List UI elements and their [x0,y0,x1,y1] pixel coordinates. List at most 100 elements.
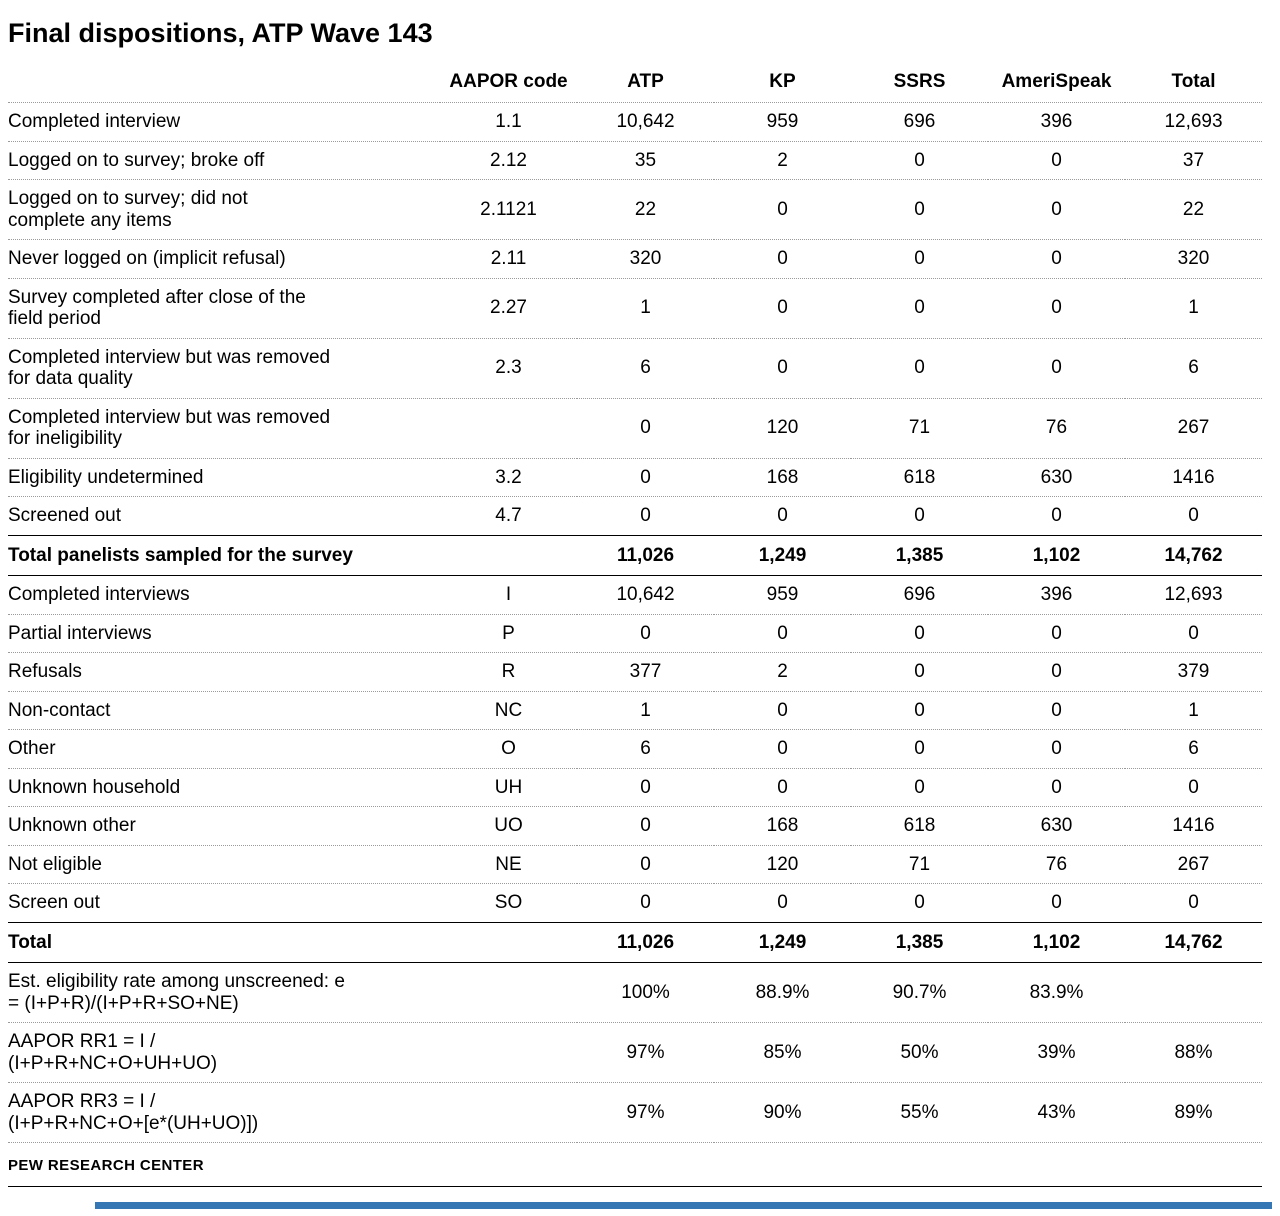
bottom-rule [8,1186,1262,1187]
value-cell: 10,642 [577,575,714,615]
value-cell: 76 [988,398,1125,459]
value-cell: 1 [577,691,714,730]
content-area: Final dispositions, ATP Wave 143 AAPOR c… [8,18,1262,1187]
table-row: Est. eligibility rate among unscreened: … [8,962,1262,1023]
value-cell: 97% [577,1082,714,1143]
table-row: Completed interviews I 10,642 959 696 396 12,6… [8,575,1262,615]
value-cell: 267 [1125,398,1262,459]
aapor-code-cell [440,534,577,576]
value-cell: 0 [714,614,851,653]
row-label: Est. eligibility rate among unscreened: … [8,962,440,1023]
value-cell: 0 [851,338,988,399]
aapor-code-cell: 1.1 [440,102,577,142]
value-cell: 0 [577,458,714,497]
value-cell: 0 [1125,883,1262,923]
table-row: Completed interview but was removed for … [8,398,1262,459]
col-header-kp: KP [714,65,851,103]
source-row: PEW RESEARCH CENTER [8,1143,1262,1186]
value-cell: 0 [988,141,1125,180]
col-header-amerispeak: AmeriSpeak [988,65,1125,103]
value-cell: 0 [851,883,988,923]
table-row: Completed interview 1.1 10,642 959 696 396 12,… [8,102,1262,142]
value-cell: 88.9% [714,962,851,1023]
blue-accent-bar [95,1202,1272,1209]
value-cell: 14,762 [1125,534,1262,576]
row-label: Screened out [8,496,440,536]
value-cell: 0 [714,729,851,769]
row-label: Not eligible [8,845,440,884]
table-row: Partial interviews P 0 0 0 0 0 [8,614,1262,653]
value-cell: 0 [577,806,714,846]
aapor-code-cell: I [440,575,577,615]
value-cell: 14,762 [1125,921,1262,963]
value-cell: 0 [988,691,1125,730]
value-cell: 97% [577,1022,714,1083]
aapor-code-cell: NE [440,845,577,884]
value-cell: 0 [851,691,988,730]
table-row: Survey completed after close of the fiel… [8,278,1262,339]
value-cell: 6 [1125,729,1262,769]
value-cell: 76 [988,845,1125,884]
aapor-code-cell: P [440,614,577,653]
value-cell: 39% [988,1022,1125,1083]
value-cell: 71 [851,845,988,884]
header-row: AAPOR code ATP KP SSRS AmeriSpeak Total [8,65,1262,103]
value-cell: 959 [714,102,851,142]
value-cell: 0 [851,239,988,279]
value-cell: 0 [714,338,851,399]
value-cell: 50% [851,1022,988,1083]
col-header-ssrs: SSRS [851,65,988,103]
aapor-code-cell [440,962,577,1023]
value-cell: 168 [714,806,851,846]
value-cell: 0 [851,278,988,339]
row-label: Completed interviews [8,575,440,615]
value-cell: 88% [1125,1022,1262,1083]
value-cell: 1,102 [988,534,1125,576]
value-cell: 320 [1125,239,1262,279]
value-cell: 0 [714,496,851,536]
row-label: Never logged on (implicit refusal) [8,239,440,279]
value-cell: 0 [988,614,1125,653]
value-cell: 696 [851,102,988,142]
row-label: Unknown household [8,768,440,807]
value-cell: 0 [714,691,851,730]
table-row: Screen out SO 0 0 0 0 0 [8,883,1262,923]
aapor-code-cell: UH [440,768,577,807]
value-cell: 6 [1125,338,1262,399]
value-cell: 168 [714,458,851,497]
aapor-code-cell [440,1082,577,1143]
value-cell: 0 [851,179,988,240]
table-row: AAPOR RR1 = I / (I+P+R+NC+O+UH+UO) 97% 85%… [8,1022,1262,1083]
aapor-code-cell [440,398,577,459]
value-cell: 71 [851,398,988,459]
table-row: Unknown other UO 0 168 618 630 1416 [8,806,1262,846]
row-label: Completed interview [8,102,440,142]
row-label: Non-contact [8,691,440,730]
row-label: Logged on to survey; broke off [8,141,440,180]
dispositions-table: AAPOR code ATP KP SSRS AmeriSpeak Total … [8,65,1262,1143]
value-cell: 22 [577,179,714,240]
aapor-code-cell: UO [440,806,577,846]
value-cell: 90.7% [851,962,988,1023]
value-cell: 12,693 [1125,102,1262,142]
table-row: Non-contact NC 1 0 0 0 1 [8,691,1262,730]
value-cell: 0 [1125,768,1262,807]
aapor-code-cell: 3.2 [440,458,577,497]
value-cell: 11,026 [577,534,714,576]
source-label: PEW RESEARCH CENTER [8,1157,204,1174]
aapor-code-cell: 2.3 [440,338,577,399]
row-label: Unknown other [8,806,440,846]
value-cell: 0 [714,179,851,240]
value-cell: 0 [988,179,1125,240]
row-label: Survey completed after close of the fiel… [8,278,440,339]
value-cell: 6 [577,338,714,399]
value-cell: 6 [577,729,714,769]
table-row: Total 11,026 1,249 1,385 1,102 14,762 [8,921,1262,963]
value-cell: 1,385 [851,921,988,963]
value-cell: 1 [577,278,714,339]
value-cell: 0 [851,141,988,180]
aapor-code-cell: O [440,729,577,769]
value-cell: 396 [988,102,1125,142]
value-cell: 320 [577,239,714,279]
aapor-code-cell [440,921,577,963]
